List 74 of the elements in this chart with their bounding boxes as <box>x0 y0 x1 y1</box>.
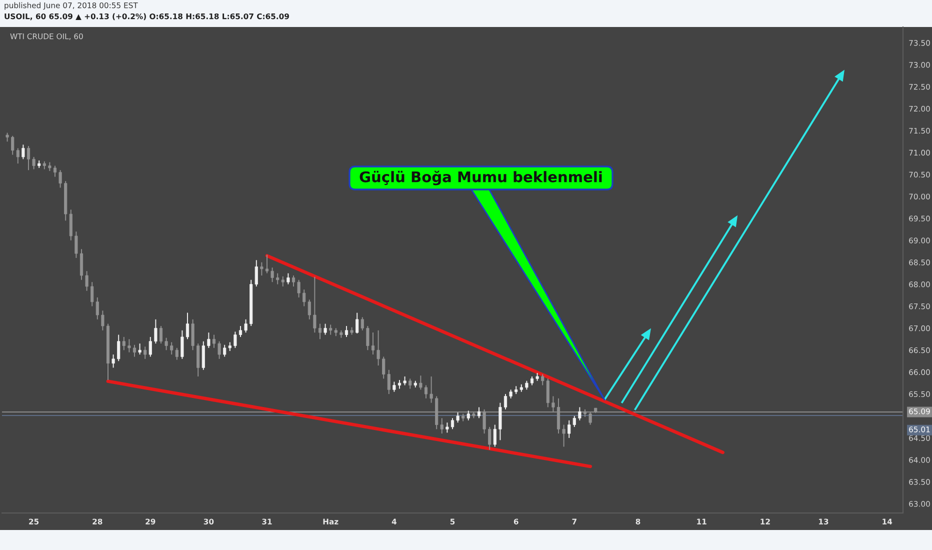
candlestick <box>223 344 226 358</box>
candlestick <box>419 375 422 390</box>
candlestick <box>122 336 126 351</box>
candlestick <box>101 310 104 331</box>
candlestick <box>344 325 348 338</box>
candlestick <box>112 354 115 368</box>
candlestick <box>477 406 481 419</box>
candlestick <box>16 148 20 164</box>
candlestick <box>22 144 25 160</box>
candlestick <box>212 334 216 348</box>
candlestick <box>318 323 322 340</box>
candlestick <box>175 347 178 360</box>
candlestick <box>202 340 205 370</box>
candlestick <box>456 412 460 424</box>
candlestick <box>132 344 136 358</box>
candlestick <box>186 312 190 340</box>
candlestick <box>265 254 269 274</box>
candlestick <box>504 394 508 410</box>
candlestick <box>562 424 566 448</box>
candlestick <box>408 378 412 390</box>
candlestick <box>356 312 359 334</box>
candlestick <box>196 343 200 377</box>
candlestick <box>138 343 142 355</box>
candlestick <box>234 331 237 348</box>
candlestick <box>297 279 300 298</box>
candlestick <box>80 248 84 280</box>
candlestick <box>148 336 152 358</box>
candlestick <box>238 325 242 338</box>
candlestick <box>117 334 120 362</box>
candlestick <box>207 332 210 348</box>
candlestick <box>244 318 248 334</box>
annotation: Güçlü Boğa Mumu beklenmeli <box>360 170 602 186</box>
candlestick <box>96 296 99 320</box>
candlestick <box>286 272 290 285</box>
candlestick <box>74 231 78 258</box>
candlestick <box>376 330 380 366</box>
candlestick <box>578 406 582 421</box>
candlestick <box>450 418 454 430</box>
candlestick <box>254 260 258 287</box>
candlestick <box>292 275 296 287</box>
candlestick <box>53 165 57 178</box>
candlestick <box>159 325 163 344</box>
candlestick <box>260 262 264 276</box>
candlestick <box>26 145 30 171</box>
candlestick <box>191 318 194 351</box>
candlestick <box>568 420 571 438</box>
candlestick <box>466 410 470 421</box>
candlestick <box>430 376 433 404</box>
candlestick <box>128 338 131 353</box>
candlestick <box>493 424 496 448</box>
candlestick <box>170 342 174 355</box>
candlestick <box>392 381 396 392</box>
candlestick <box>11 135 14 156</box>
candlestick <box>313 276 316 334</box>
candlestick <box>366 325 370 351</box>
candlestick <box>324 323 327 336</box>
candlestick <box>270 267 274 283</box>
candlestick <box>218 340 221 360</box>
candlestick <box>371 332 375 355</box>
candlestick <box>164 337 168 351</box>
candlestick <box>446 422 449 434</box>
candlestick <box>58 170 62 188</box>
candlestick <box>32 156 36 170</box>
candlestick <box>154 318 158 344</box>
candlestick <box>488 426 492 450</box>
candlestick <box>90 282 94 307</box>
candlestick <box>85 270 88 292</box>
candlestick <box>144 346 147 360</box>
candlestick <box>360 316 364 331</box>
candlestick <box>424 384 428 399</box>
candlestick <box>498 402 502 441</box>
candlestick <box>180 330 184 360</box>
candlestick <box>572 415 576 428</box>
candlestick <box>69 209 72 241</box>
